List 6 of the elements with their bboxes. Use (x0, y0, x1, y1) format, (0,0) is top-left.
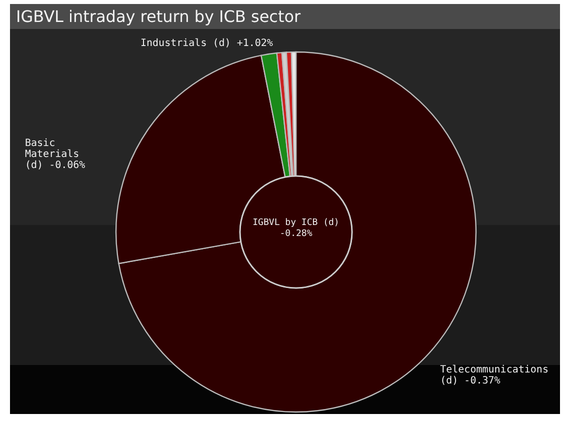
slice-label: Basic Materials (d) -0.06% (25, 138, 86, 171)
chart-title: IGBVL intraday return by ICB sector (16, 7, 302, 26)
text: IGBVL by ICB (d) (252, 218, 340, 228)
slice-label: Telecommunications (d) -0.37% (440, 364, 548, 387)
slice-label: Industrials (d) +1.02% (140, 38, 273, 49)
text: -0.28% (280, 229, 313, 239)
